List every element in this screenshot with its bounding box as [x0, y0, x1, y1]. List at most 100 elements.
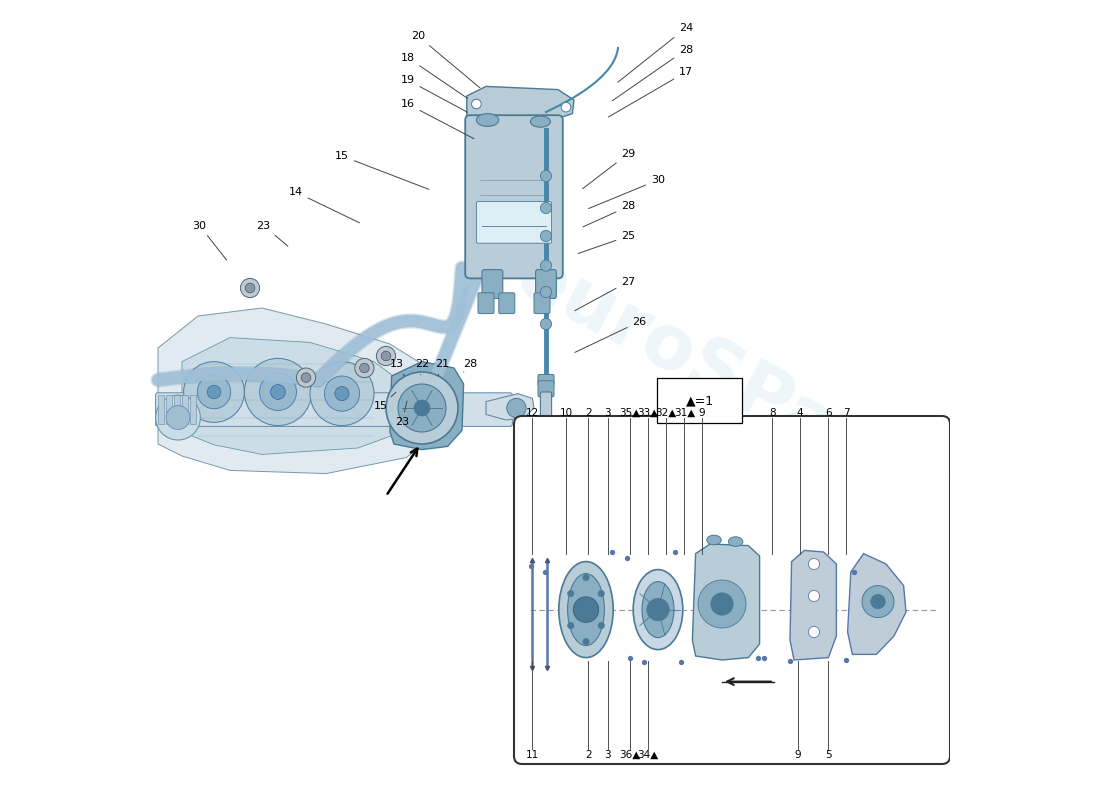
Circle shape: [698, 580, 746, 628]
Circle shape: [166, 406, 190, 430]
Text: 14: 14: [288, 187, 360, 222]
Circle shape: [871, 594, 886, 609]
FancyBboxPatch shape: [482, 270, 503, 298]
Text: 22: 22: [415, 359, 429, 375]
Text: 31▲: 31▲: [674, 408, 695, 418]
Polygon shape: [466, 86, 574, 118]
Polygon shape: [158, 308, 438, 474]
Circle shape: [583, 638, 590, 645]
Text: euroSPares: euroSPares: [504, 238, 965, 530]
Circle shape: [573, 597, 598, 622]
Circle shape: [155, 395, 200, 440]
Circle shape: [376, 346, 396, 366]
Ellipse shape: [707, 535, 722, 545]
Text: 17: 17: [608, 67, 693, 117]
FancyBboxPatch shape: [476, 202, 551, 243]
Text: 20: 20: [411, 31, 480, 88]
Text: 30: 30: [588, 175, 666, 209]
Circle shape: [540, 260, 551, 271]
Text: 8: 8: [769, 408, 776, 418]
Text: 34▲: 34▲: [637, 750, 658, 760]
Polygon shape: [790, 550, 836, 660]
Text: 11: 11: [526, 750, 539, 760]
Circle shape: [568, 622, 574, 629]
FancyBboxPatch shape: [498, 293, 515, 314]
Polygon shape: [848, 554, 906, 654]
Text: 7: 7: [843, 408, 849, 418]
Text: 15: 15: [373, 392, 396, 411]
Circle shape: [540, 318, 551, 330]
Text: 23: 23: [256, 221, 288, 246]
Circle shape: [310, 362, 374, 426]
Ellipse shape: [728, 537, 743, 546]
Text: 25: 25: [579, 231, 636, 254]
Circle shape: [260, 374, 297, 410]
Text: 2: 2: [585, 750, 592, 760]
Text: 23: 23: [395, 401, 409, 427]
Circle shape: [647, 598, 669, 621]
Text: 32▲: 32▲: [656, 408, 676, 418]
Text: a passion for parts since 1985: a passion for parts since 1985: [542, 446, 829, 610]
Text: 18: 18: [400, 53, 468, 98]
Ellipse shape: [634, 570, 683, 650]
Circle shape: [197, 375, 231, 409]
Circle shape: [184, 362, 244, 422]
Circle shape: [301, 373, 311, 382]
Ellipse shape: [568, 574, 604, 646]
Circle shape: [296, 368, 316, 387]
Text: 33▲: 33▲: [637, 408, 658, 418]
Text: 9: 9: [698, 408, 705, 418]
Text: 10: 10: [560, 408, 573, 418]
FancyBboxPatch shape: [538, 381, 554, 397]
FancyBboxPatch shape: [536, 270, 557, 298]
Ellipse shape: [642, 582, 674, 638]
Text: 2: 2: [585, 408, 592, 418]
Circle shape: [360, 363, 370, 373]
FancyBboxPatch shape: [538, 374, 554, 386]
Bar: [174, 395, 180, 424]
Circle shape: [808, 626, 820, 638]
Circle shape: [808, 590, 820, 602]
Text: 36▲: 36▲: [619, 750, 640, 760]
Circle shape: [472, 99, 481, 109]
Circle shape: [540, 170, 551, 182]
Circle shape: [382, 351, 390, 361]
FancyBboxPatch shape: [155, 393, 513, 426]
Text: 29: 29: [583, 149, 636, 189]
Bar: [166, 395, 173, 424]
Text: 28: 28: [463, 359, 477, 372]
Text: 16: 16: [400, 99, 474, 138]
Ellipse shape: [530, 116, 550, 127]
Circle shape: [862, 586, 894, 618]
Text: 28: 28: [613, 45, 693, 101]
Circle shape: [598, 622, 604, 629]
Circle shape: [271, 385, 285, 399]
Circle shape: [398, 384, 446, 432]
FancyBboxPatch shape: [478, 293, 494, 314]
FancyBboxPatch shape: [465, 115, 563, 278]
Text: 24: 24: [618, 23, 693, 82]
Circle shape: [386, 372, 458, 444]
Text: ▲=1: ▲=1: [685, 394, 714, 407]
Circle shape: [507, 398, 526, 418]
Circle shape: [808, 558, 820, 570]
Ellipse shape: [559, 562, 613, 658]
Circle shape: [561, 102, 571, 112]
Text: 35▲: 35▲: [619, 408, 640, 418]
Circle shape: [568, 590, 574, 597]
Circle shape: [711, 593, 734, 615]
Ellipse shape: [476, 114, 498, 126]
FancyBboxPatch shape: [534, 293, 550, 314]
Text: 27: 27: [575, 277, 636, 310]
Text: 15: 15: [336, 151, 429, 190]
Bar: [158, 395, 164, 424]
Bar: [182, 395, 188, 424]
Circle shape: [355, 358, 374, 378]
Circle shape: [583, 574, 590, 581]
Circle shape: [540, 230, 551, 242]
Polygon shape: [692, 544, 760, 660]
Circle shape: [241, 278, 260, 298]
Circle shape: [414, 400, 430, 416]
Circle shape: [244, 358, 311, 426]
Text: 30: 30: [192, 221, 227, 260]
